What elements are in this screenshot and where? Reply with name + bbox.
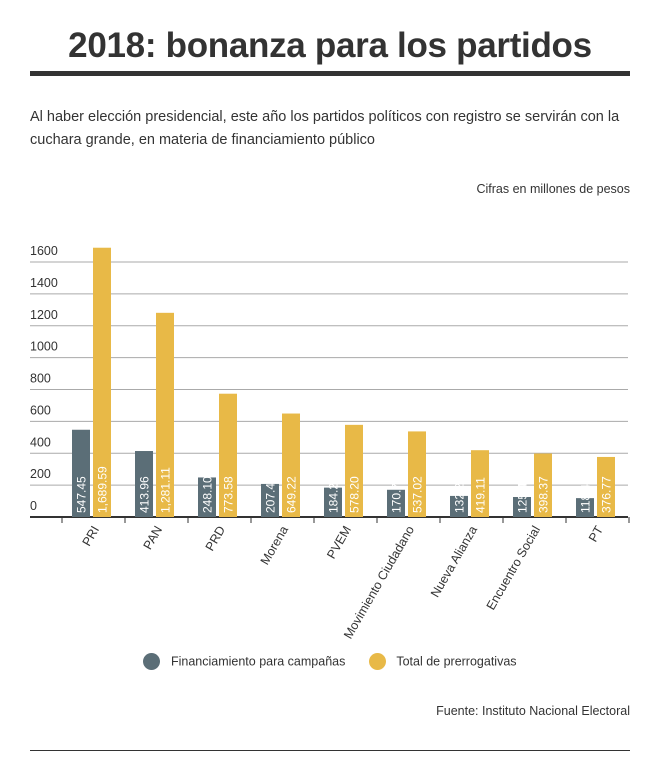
data-label-campaign: 125.48 xyxy=(516,476,530,513)
data-label-total: 578.20 xyxy=(348,476,362,513)
data-label-campaign: 132.26 xyxy=(453,476,467,513)
title-divider xyxy=(30,71,630,76)
bottom-divider xyxy=(30,750,630,751)
legend-item-total: Total de prerrogativas xyxy=(368,653,517,670)
bar-campaign xyxy=(72,429,90,517)
y-tick-label: 1200 xyxy=(30,308,58,322)
data-label-total: 1,689.59 xyxy=(96,466,110,513)
data-label-total: 537.02 xyxy=(411,476,425,513)
bar-campaign xyxy=(135,451,153,517)
y-tick-label: 0 xyxy=(30,499,37,513)
data-label-campaign: 118.42 xyxy=(579,477,593,513)
x-tick-label: PAN xyxy=(141,524,166,552)
bar-total xyxy=(156,312,174,517)
x-tick-label: PT xyxy=(586,523,606,544)
x-tick-label: PRI xyxy=(80,524,103,549)
source-note: Fuente: Instituto Nacional Electoral xyxy=(436,704,630,718)
data-label-campaign: 547.45 xyxy=(75,476,89,513)
bar-total xyxy=(345,424,363,517)
x-tick-label: PVEM xyxy=(324,524,354,562)
x-tick-label: Nueva Alianza xyxy=(428,523,480,599)
x-tick-label: PRD xyxy=(203,524,228,554)
data-label-campaign: 207.46 xyxy=(264,476,278,513)
units-note: Cifras en millones de pesos xyxy=(476,182,630,196)
chart-subtitle: Al haber elección presidencial, este año… xyxy=(30,109,620,148)
x-tick-label: Morena xyxy=(258,523,291,567)
data-label-total: 773.58 xyxy=(222,476,236,513)
bar-campaign xyxy=(576,498,594,517)
y-tick-label: 200 xyxy=(30,467,51,481)
bar-campaign xyxy=(450,495,468,517)
y-tick-label: 600 xyxy=(30,403,51,417)
legend-item-campaign: Financiamiento para campañas xyxy=(143,653,345,670)
data-label-total: 1,281.11 xyxy=(159,467,173,513)
y-tick-label: 1000 xyxy=(30,340,58,354)
chart-legend: Financiamiento para campañas Total de pr… xyxy=(0,653,660,670)
legend-swatch-campaign xyxy=(143,653,161,670)
data-label-campaign: 170.79 xyxy=(390,476,404,513)
legend-label-total: Total de prerrogativas xyxy=(396,654,517,669)
x-tick-label: Movimiento Ciudadano xyxy=(341,523,417,640)
data-label-total: 649.22 xyxy=(285,476,299,513)
bar-total xyxy=(219,393,237,517)
legend-swatch-total xyxy=(368,653,386,670)
bar-campaign xyxy=(387,489,405,517)
bar-total xyxy=(408,431,426,517)
bar-campaign xyxy=(261,483,279,517)
data-label-total: 419.11 xyxy=(474,477,488,513)
data-label-campaign: 184.25 xyxy=(327,476,341,513)
bar-chart: 0 200 400 600 800 1000 1200 1400 1600 547.45 1,689… xyxy=(30,244,630,640)
y-tick-label: 800 xyxy=(30,372,51,386)
bar-total xyxy=(597,456,615,517)
bar-campaign xyxy=(198,477,216,517)
y-tick-label: 400 xyxy=(30,435,51,449)
bar-total xyxy=(93,247,111,517)
bar-total xyxy=(471,450,489,517)
bar-campaign xyxy=(324,487,342,517)
data-label-campaign: 413.96 xyxy=(138,476,152,513)
bar-total xyxy=(534,453,552,517)
data-label-total: 398.37 xyxy=(537,476,551,513)
data-label-total: 376.77 xyxy=(600,476,614,513)
legend-label-campaign: Financiamiento para campañas xyxy=(170,654,346,669)
bar-total xyxy=(282,413,300,517)
bar-campaign xyxy=(513,497,531,517)
x-tick-label: Encuentro Social xyxy=(484,524,543,613)
y-tick-label: 1600 xyxy=(30,244,58,258)
chart-title: 2018: bonanza para los partidos xyxy=(68,26,592,65)
data-label-campaign: 248.10 xyxy=(201,476,215,513)
y-tick-label: 1400 xyxy=(30,276,58,290)
